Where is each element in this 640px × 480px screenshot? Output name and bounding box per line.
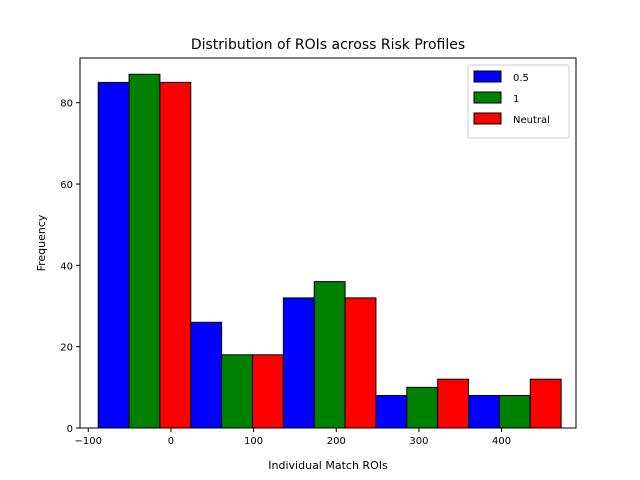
bar-neutral-3 (437, 378, 470, 429)
y-tick-label: 40 (60, 261, 73, 272)
y-tick-label: 0 (67, 424, 73, 435)
legend-swatch (473, 91, 502, 104)
y-axis-ticks: 0 20 40 60 80 (60, 99, 80, 435)
x-axis-label: Individual Match ROIs (268, 459, 388, 472)
x-axis-ticks: −100 0 100 200 300 400 (75, 428, 511, 447)
bar-1-2 (313, 281, 346, 429)
plot-frame (79, 57, 577, 429)
x-tick-label: 300 (409, 436, 428, 447)
bar-neutral-2 (344, 297, 377, 429)
bar-0-5-0 (97, 81, 130, 429)
chart-title: Distribution of ROIs across Risk Profile… (191, 37, 465, 53)
legend: 0.5 1 Neutral (467, 64, 570, 139)
bar-1-0 (128, 73, 161, 429)
bar-1-3 (406, 386, 439, 429)
bar-0-5-3 (375, 394, 408, 429)
y-tick-label: 20 (60, 343, 73, 354)
bar-neutral-0 (159, 81, 192, 429)
x-tick-label: −100 (75, 436, 102, 447)
y-tick-label: 80 (60, 99, 73, 110)
legend-label: 1 (513, 94, 519, 105)
x-tick-label: 400 (492, 436, 511, 447)
bar-0-5-1 (190, 321, 223, 429)
y-tick-label: 60 (60, 180, 73, 191)
bar-0-5-4 (468, 394, 500, 429)
x-tick-label: 200 (327, 436, 346, 447)
bar-1-1 (221, 354, 253, 429)
y-axis-label: Frequency (35, 214, 48, 271)
legend-label: Neutral (513, 115, 550, 126)
legend-swatch (473, 112, 502, 125)
bars-group (97, 73, 562, 429)
bar-0-5-2 (282, 297, 315, 429)
bar-neutral-4 (529, 378, 562, 429)
bar-neutral-1 (251, 354, 284, 429)
legend-swatch (473, 70, 502, 83)
x-tick-label: 100 (244, 436, 263, 447)
bar-1-4 (498, 394, 531, 429)
x-tick-label: 0 (168, 436, 174, 447)
legend-label: 0.5 (513, 73, 529, 84)
